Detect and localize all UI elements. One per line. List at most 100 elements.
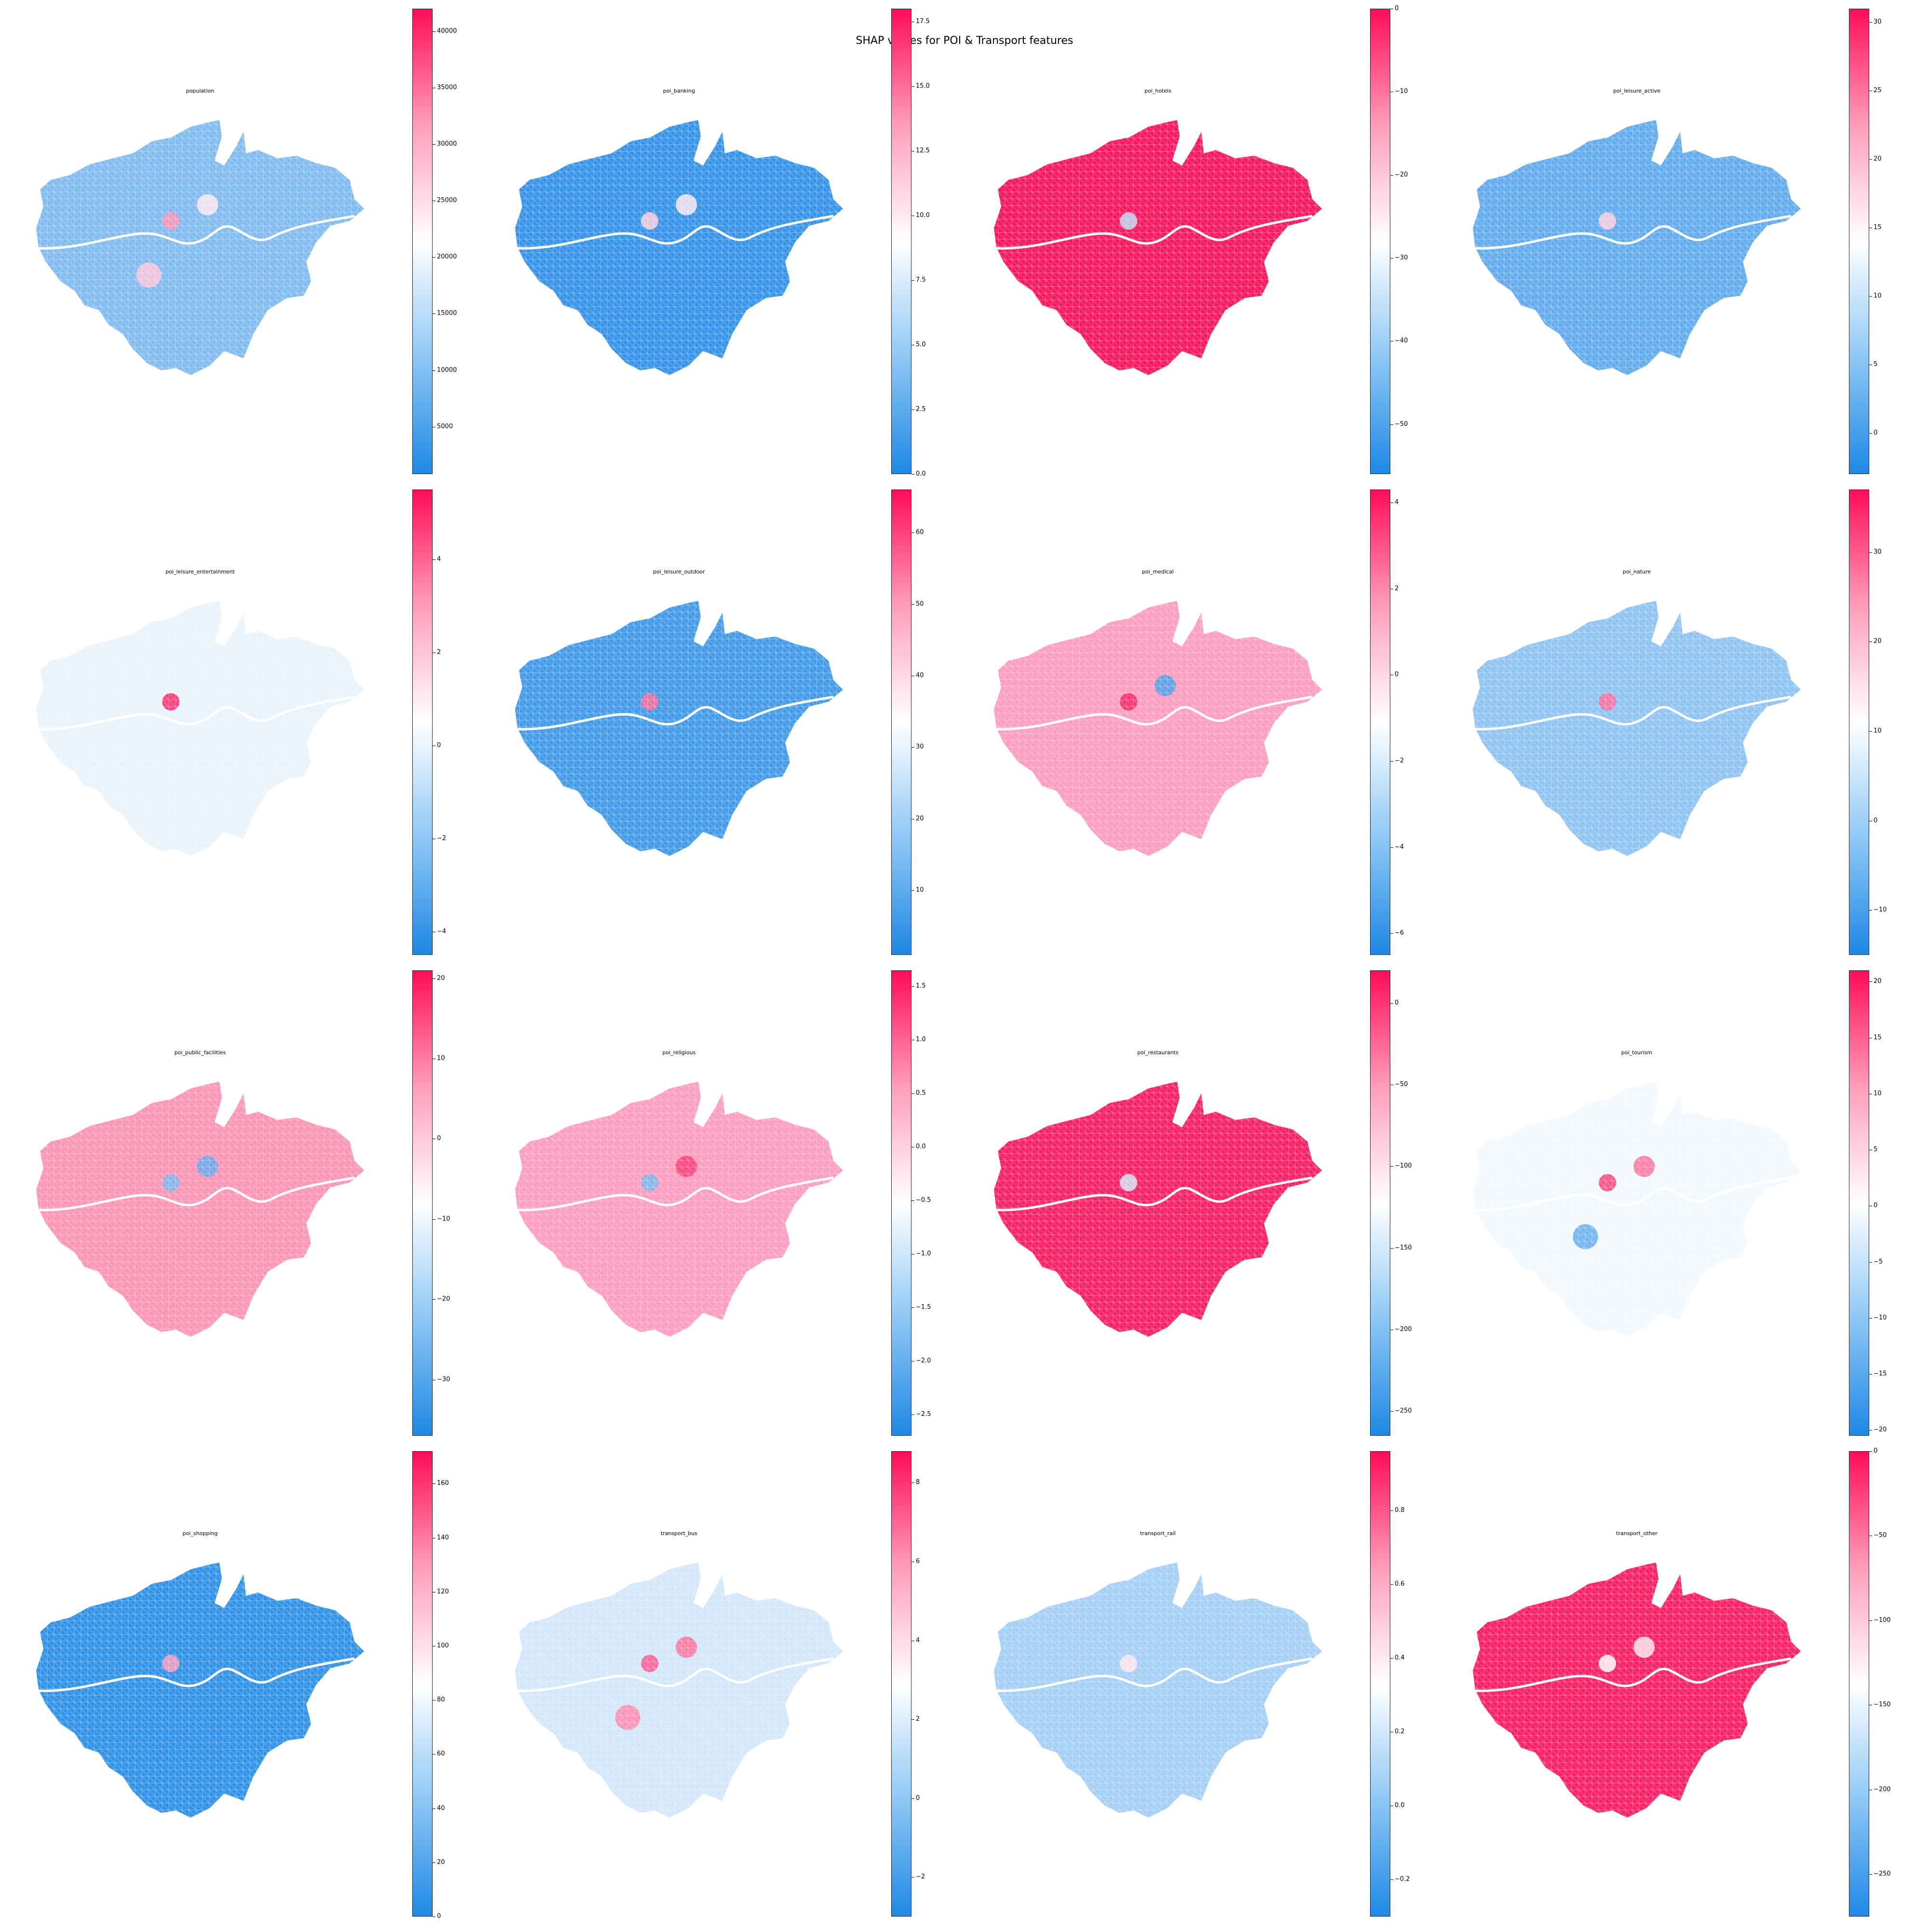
london-map — [994, 1082, 1322, 1337]
london-map — [1473, 601, 1801, 856]
colorbar-tick-mark — [1390, 1248, 1393, 1249]
colorbar-tick-label: −10 — [1874, 1314, 1887, 1321]
colorbar-tick-label: 50 — [916, 600, 924, 608]
colorbar-tick-label: 30 — [1874, 18, 1882, 26]
colorbar-tick-mark — [911, 986, 914, 987]
colorbar-tick-label: −50 — [1874, 1532, 1887, 1539]
colorbar-tick-label: 30 — [916, 743, 924, 751]
colorbar-tick-label: 80 — [437, 1696, 445, 1704]
colorbar-tick-mark — [1869, 981, 1872, 982]
colorbar — [891, 9, 911, 474]
colorbar-tick-label: 15 — [1874, 1034, 1882, 1041]
thames-river — [994, 1176, 1313, 1211]
colorbar-tick-label: 20 — [437, 1858, 445, 1866]
map-panel: poi_hotels 0 −10 −20 −30 −40 −50 — [958, 5, 1437, 490]
colorbar-tick-mark — [1390, 1879, 1393, 1880]
colorbar-tick-label: 0 — [437, 741, 441, 749]
panel-title: transport_bus — [660, 1530, 697, 1537]
colorbar-tick-mark — [433, 1299, 435, 1300]
colorbar-tick-label: 0 — [437, 1913, 441, 1920]
london-map — [36, 1563, 364, 1818]
colorbar-tick-label: 5000 — [437, 422, 453, 430]
colorbar-tick-label: 140 — [437, 1534, 449, 1541]
colorbar-tick-label: 4 — [437, 555, 441, 563]
colorbar-tick-label: 20 — [1874, 155, 1882, 163]
colorbar-tick-label: 40 — [437, 1804, 445, 1812]
colorbar-tick-label: −2.5 — [916, 1410, 931, 1418]
colorbar-tick-label: 60 — [916, 529, 924, 536]
colorbar-tick-label: −40 — [1395, 337, 1408, 345]
colorbar-tick-label: 5 — [1874, 1146, 1878, 1154]
map-panel: poi_nature 30 20 10 0 −10 — [1437, 490, 1915, 970]
panel-title: transport_other — [1616, 1530, 1657, 1537]
colorbar-tick-mark — [911, 1877, 914, 1878]
colorbar-tick-label: −30 — [437, 1375, 450, 1383]
colorbar — [1370, 490, 1390, 955]
colorbar-tick-mark — [433, 1219, 435, 1220]
colorbar-tick-label: 0.5 — [916, 1089, 926, 1097]
colorbar-tick-label: −0.5 — [916, 1196, 931, 1204]
colorbar-tick-label: −250 — [1395, 1407, 1412, 1415]
colorbar-tick-mark — [911, 890, 914, 891]
colorbar — [891, 1451, 911, 1917]
panel-title: population — [186, 88, 215, 94]
colorbar-tick-label: 20 — [1874, 638, 1882, 645]
colorbar-tick-mark — [1390, 1510, 1393, 1511]
thames-river — [36, 1176, 355, 1211]
panel-title: poi_public_facilities — [174, 1049, 226, 1056]
colorbar-tick-label: 120 — [437, 1588, 449, 1595]
colorbar-tick-label: 40000 — [437, 27, 457, 35]
colorbar-tick-label: −20 — [1874, 1426, 1887, 1434]
map-panel: poi_leisure_outdoor 60 50 40 30 20 10 — [479, 490, 958, 970]
panel-title: poi_medical — [1142, 569, 1174, 575]
colorbar-tick-mark — [1869, 552, 1872, 553]
london-map — [1473, 1082, 1801, 1337]
map-panel: transport_bus 8 6 4 2 0 −2 — [479, 1451, 958, 1932]
london-map — [515, 120, 843, 375]
colorbar-tick-mark — [911, 1798, 914, 1799]
thames-river — [36, 695, 355, 731]
london-map — [515, 1563, 843, 1818]
map-panel: poi_banking 17.5 15.0 12.5 10.0 7.5 5.0 2.5 0.0 — [479, 9, 958, 490]
colorbar-tick-label: −10 — [1395, 88, 1408, 95]
panel-title: poi_leisure_outdoor — [653, 569, 705, 575]
colorbar-tick-mark — [1869, 159, 1872, 160]
colorbar-tick-mark — [1390, 1411, 1393, 1412]
colorbar-tick-label: 0 — [1395, 5, 1399, 12]
thames-river — [36, 1657, 355, 1692]
colorbar-tick-label: −2 — [437, 834, 447, 842]
colorbar-tick-label: 20 — [437, 974, 445, 982]
london-map — [1473, 120, 1801, 375]
colorbar-tick-label: 0.8 — [1395, 1506, 1405, 1514]
colorbar-tick-label: 2.5 — [916, 405, 926, 413]
colorbar-tick-label: 0 — [1874, 1447, 1878, 1455]
colorbar-tick-label: −100 — [1395, 1162, 1412, 1170]
colorbar — [1849, 9, 1869, 474]
panel-title: poi_restaurants — [1137, 1049, 1179, 1056]
london-map — [515, 601, 843, 856]
colorbar-tick-mark — [1390, 1584, 1393, 1585]
london-map — [36, 1082, 364, 1337]
colorbar-tick-mark — [1869, 1318, 1872, 1319]
london-map — [36, 120, 364, 375]
colorbar-tick-label: −15 — [1874, 1370, 1887, 1378]
colorbar-tick-label: 20000 — [437, 253, 457, 261]
colorbar-tick-label: 12.5 — [916, 147, 930, 154]
map-panel: poi_religious 1.5 1.0 0.5 0.0 −0.5 −1.0 −1.5 −2.… — [479, 970, 958, 1451]
colorbar-tick-label: 10 — [1874, 292, 1882, 300]
colorbar-tick-label: 4 — [1395, 498, 1399, 506]
colorbar-tick-mark — [911, 1307, 914, 1308]
colorbar-tick-label: −1.0 — [916, 1250, 931, 1257]
colorbar-tick-label: −200 — [1874, 1785, 1891, 1793]
colorbar-tick-label: 0 — [1395, 999, 1399, 1007]
panel-title: poi_nature — [1622, 569, 1651, 575]
colorbar-tick-label: 25000 — [437, 197, 457, 204]
thames-river — [515, 1657, 834, 1692]
colorbar-tick-mark — [433, 257, 435, 258]
colorbar-tick-mark — [911, 280, 914, 281]
colorbar-tick-mark — [1390, 933, 1393, 934]
colorbar-tick-label: 7.5 — [916, 276, 926, 284]
map-panel: transport_rail 0.8 0.6 0.4 0.2 0.0 −0.2 — [958, 1451, 1437, 1932]
colorbar-tick-label: 1.0 — [916, 1036, 926, 1044]
colorbar-tick-mark — [911, 1719, 914, 1720]
